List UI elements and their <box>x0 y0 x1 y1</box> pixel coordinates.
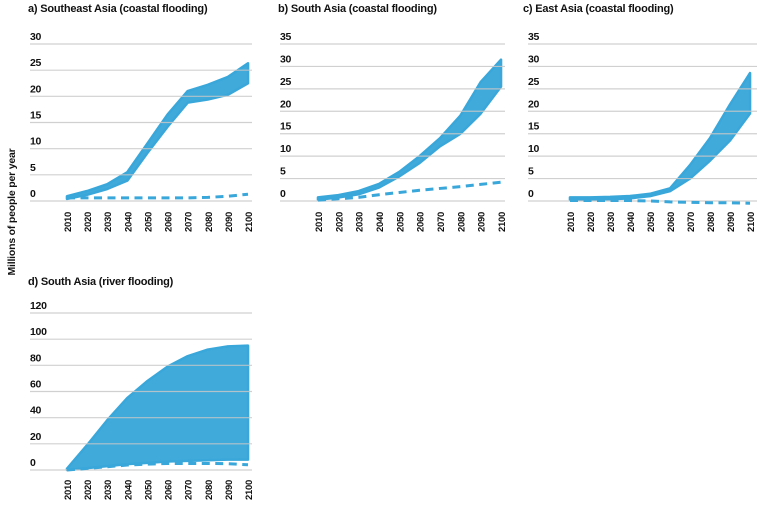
x-tick-label: 2020 <box>586 212 597 232</box>
x-tick-label: 2050 <box>646 212 657 232</box>
y-tick-label: 15 <box>30 110 42 122</box>
y-tick-label: 5 <box>528 166 534 178</box>
chart-b: 0 5 10 15 20 25 30 35 2010 2020 2030 2040 2050 2060 20… <box>280 31 508 232</box>
x-tick-label: 2020 <box>83 480 94 500</box>
x-tick-label: 2040 <box>375 212 386 232</box>
dashed-line <box>570 199 751 205</box>
y-tick-label: 30 <box>528 53 540 65</box>
x-tick-label: 2080 <box>204 480 215 500</box>
x-tick-label: 2050 <box>143 212 154 232</box>
y-tick-label: 0 <box>30 188 36 200</box>
x-tick-label: 2010 <box>63 212 74 232</box>
y-tick-label: 5 <box>280 166 286 178</box>
x-tick-label: 2080 <box>706 212 717 232</box>
x-tick-label: 2060 <box>164 480 175 500</box>
x-tick-label: 2010 <box>314 212 325 232</box>
chart-d-title: d) South Asia (river flooding) <box>28 276 174 288</box>
x-tick-label: 2040 <box>626 212 637 232</box>
x-tick-label: 2090 <box>224 480 235 500</box>
x-tick-label: 2050 <box>143 480 154 500</box>
x-tick-label: 2020 <box>83 212 94 232</box>
dashed-line <box>66 461 249 472</box>
y-tick-label: 10 <box>528 143 540 155</box>
y-tick-label: 25 <box>30 57 42 69</box>
x-tick-label: 2060 <box>416 212 427 232</box>
x-tick-label: 2030 <box>606 212 617 232</box>
y-tick-label: 35 <box>528 31 540 43</box>
x-tick-label: 2060 <box>164 212 175 232</box>
x-tick-label: 2070 <box>184 212 195 232</box>
y-tick-label: 0 <box>30 457 36 469</box>
y-tick-label: 120 <box>30 300 47 312</box>
y-tick-label: 20 <box>280 98 292 110</box>
x-tick-label: 2030 <box>103 480 114 500</box>
y-tick-label: 0 <box>280 188 286 200</box>
y-tick-label: 20 <box>528 98 540 110</box>
x-tick-label: 2040 <box>123 212 134 232</box>
x-tick-label: 2100 <box>244 480 255 500</box>
y-tick-label: 10 <box>30 136 42 148</box>
y-tick-label: 0 <box>528 188 534 200</box>
scenario-band <box>65 62 250 201</box>
y-tick-label: 30 <box>280 53 292 65</box>
x-tick-label: 2100 <box>497 212 508 232</box>
y-tick-label: 20 <box>30 83 42 95</box>
dashed-line <box>67 192 249 200</box>
x-tick-label: 2100 <box>746 212 757 232</box>
x-tick-label: 2030 <box>355 212 366 232</box>
y-tick-label: 35 <box>280 31 292 43</box>
y-tick-label: 40 <box>30 405 42 417</box>
y-tick-label: 80 <box>30 352 42 364</box>
y-tick-label: 30 <box>30 31 42 43</box>
x-tick-label: 2010 <box>566 212 577 232</box>
x-tick-label: 2070 <box>184 480 195 500</box>
y-tick-label: 100 <box>30 326 47 338</box>
x-tick-label: 2020 <box>334 212 345 232</box>
chart-a-title: a) Southeast Asia (coastal flooding) <box>28 3 208 15</box>
x-tick-label: 2070 <box>436 212 447 232</box>
y-tick-label: 15 <box>280 121 292 133</box>
x-tick-label: 2090 <box>224 212 235 232</box>
x-tick-label: 2070 <box>686 212 697 232</box>
chart-c-title: c) East Asia (coastal flooding) <box>523 3 674 15</box>
x-tick-label: 2040 <box>123 480 134 500</box>
y-tick-label: 10 <box>280 143 292 155</box>
chart-b-title: b) South Asia (coastal flooding) <box>278 3 437 15</box>
x-tick-label: 2080 <box>456 212 467 232</box>
x-tick-label: 2060 <box>666 212 677 232</box>
x-tick-label: 2010 <box>63 480 74 500</box>
scenario-band <box>316 58 503 201</box>
y-axis-label: Millions of people per year <box>6 148 18 276</box>
x-tick-label: 2090 <box>477 212 488 232</box>
y-tick-label: 15 <box>528 121 540 133</box>
x-tick-label: 2050 <box>395 212 406 232</box>
y-tick-label: 25 <box>528 76 540 88</box>
x-tick-label: 2100 <box>244 212 255 232</box>
y-tick-label: 20 <box>30 431 42 443</box>
x-tick-label: 2080 <box>204 212 215 232</box>
x-tick-label: 2090 <box>726 212 737 232</box>
x-tick-label: 2030 <box>103 212 114 232</box>
dashed-line <box>317 180 502 202</box>
y-tick-label: 5 <box>30 162 36 174</box>
scenario-band <box>568 71 752 201</box>
scenario-band <box>65 344 250 472</box>
y-tick-label: 25 <box>280 76 292 88</box>
chart-c: 0 5 10 15 20 25 30 35 2010 2020 2030 2040 2050 2060 20… <box>528 31 757 232</box>
chart-a: 0 5 10 15 20 25 30 2010 2020 2030 2040 2050 2060 2070… <box>30 31 255 232</box>
y-tick-label: 60 <box>30 379 42 391</box>
